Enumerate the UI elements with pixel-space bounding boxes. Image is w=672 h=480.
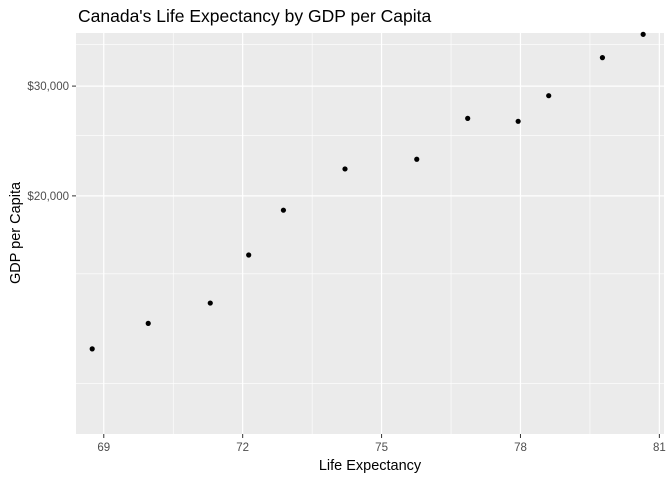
data-point — [640, 31, 646, 37]
major-gridlines — [76, 33, 664, 434]
data-point — [207, 300, 213, 306]
data-points — [89, 31, 646, 352]
data-point — [546, 93, 552, 99]
data-point — [145, 320, 151, 326]
minor-gridlines — [76, 33, 664, 434]
data-point — [342, 166, 348, 172]
data-point — [465, 115, 471, 121]
data-point — [89, 346, 95, 352]
plot-panel — [76, 33, 664, 434]
x-axis: 69 72 75 78 81 — [97, 434, 666, 454]
data-point — [599, 55, 606, 61]
chart-title: Canada's Life Expectancy by GDP per Capi… — [78, 6, 431, 26]
x-tick-label: 81 — [653, 442, 666, 454]
data-point — [246, 252, 252, 258]
data-point — [414, 156, 420, 162]
x-axis-title: Life Expectancy — [319, 458, 422, 474]
x-tick-label: 78 — [514, 442, 527, 454]
data-point — [280, 207, 287, 213]
x-tick-label: 75 — [375, 442, 388, 454]
y-tick-label: $30,000 — [27, 81, 69, 93]
y-axis-title: GDP per Capita — [8, 181, 24, 284]
y-tick-label: $20,000 — [27, 191, 69, 203]
y-axis: $20,000 $30,000 — [27, 81, 76, 203]
x-tick-label: 69 — [97, 442, 110, 454]
x-tick-label: 72 — [236, 442, 249, 454]
data-point — [515, 118, 521, 124]
